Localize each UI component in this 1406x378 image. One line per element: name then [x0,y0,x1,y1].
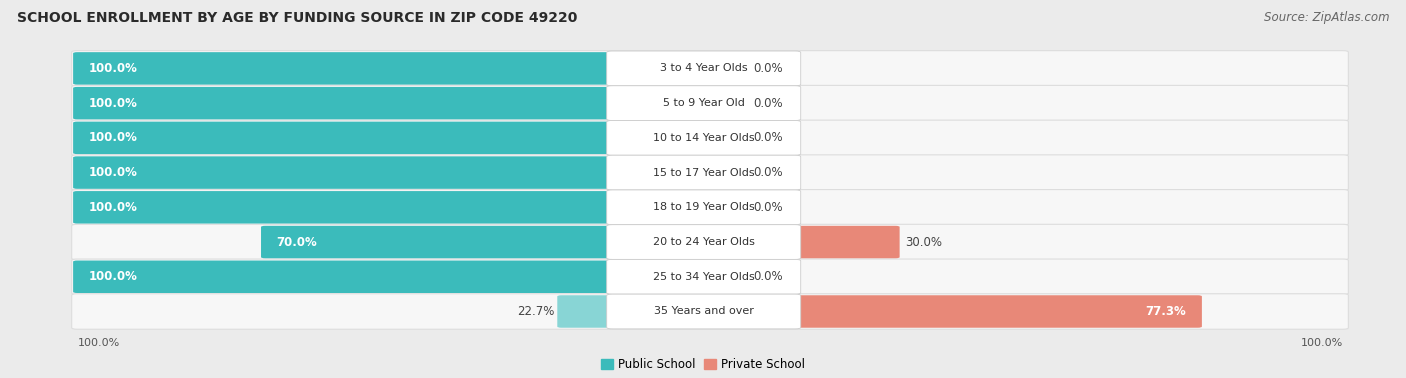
FancyBboxPatch shape [73,122,707,154]
Text: 100.0%: 100.0% [89,97,138,110]
FancyBboxPatch shape [699,122,748,154]
Text: 100.0%: 100.0% [89,270,138,283]
FancyBboxPatch shape [72,224,1348,260]
FancyBboxPatch shape [607,190,800,225]
Text: 0.0%: 0.0% [754,201,783,214]
Text: 100.0%: 100.0% [89,201,138,214]
FancyBboxPatch shape [607,225,800,259]
Text: 35 Years and over: 35 Years and over [654,307,754,316]
FancyBboxPatch shape [607,51,800,86]
Text: 100.0%: 100.0% [89,166,138,179]
Text: 0.0%: 0.0% [754,62,783,75]
FancyBboxPatch shape [699,260,748,293]
FancyBboxPatch shape [699,87,748,119]
FancyBboxPatch shape [262,226,707,258]
Text: 25 to 34 Year Olds: 25 to 34 Year Olds [652,272,755,282]
FancyBboxPatch shape [73,191,707,223]
Text: 100.0%: 100.0% [1301,338,1343,348]
Text: 0.0%: 0.0% [754,131,783,144]
FancyBboxPatch shape [72,190,1348,225]
FancyBboxPatch shape [72,51,1348,86]
Text: 0.0%: 0.0% [754,166,783,179]
Text: 0.0%: 0.0% [754,97,783,110]
Text: 30.0%: 30.0% [905,235,942,249]
FancyBboxPatch shape [73,52,707,85]
FancyBboxPatch shape [72,155,1348,191]
FancyBboxPatch shape [73,156,707,189]
FancyBboxPatch shape [699,295,1202,328]
Text: SCHOOL ENROLLMENT BY AGE BY FUNDING SOURCE IN ZIP CODE 49220: SCHOOL ENROLLMENT BY AGE BY FUNDING SOUR… [17,11,578,25]
Text: 5 to 9 Year Old: 5 to 9 Year Old [662,98,745,108]
FancyBboxPatch shape [73,260,707,293]
FancyBboxPatch shape [72,259,1348,294]
Text: 77.3%: 77.3% [1146,305,1187,318]
Text: 15 to 17 Year Olds: 15 to 17 Year Olds [652,167,755,178]
Text: 100.0%: 100.0% [89,131,138,144]
Text: 0.0%: 0.0% [754,270,783,283]
Text: 18 to 19 Year Olds: 18 to 19 Year Olds [652,202,755,212]
FancyBboxPatch shape [607,294,800,329]
Text: 3 to 4 Year Olds: 3 to 4 Year Olds [659,64,748,73]
Text: 22.7%: 22.7% [517,305,554,318]
FancyBboxPatch shape [699,191,748,223]
FancyBboxPatch shape [699,52,748,85]
FancyBboxPatch shape [607,155,800,190]
Text: Source: ZipAtlas.com: Source: ZipAtlas.com [1264,11,1389,24]
FancyBboxPatch shape [72,120,1348,156]
FancyBboxPatch shape [699,226,900,258]
FancyBboxPatch shape [607,121,800,155]
FancyBboxPatch shape [73,87,707,119]
Text: 20 to 24 Year Olds: 20 to 24 Year Olds [652,237,755,247]
Text: 70.0%: 70.0% [277,235,318,249]
Text: 10 to 14 Year Olds: 10 to 14 Year Olds [652,133,755,143]
Text: 100.0%: 100.0% [89,62,138,75]
FancyBboxPatch shape [557,295,707,328]
FancyBboxPatch shape [607,259,800,294]
FancyBboxPatch shape [607,86,800,121]
Legend: Public School, Private School: Public School, Private School [596,353,810,376]
FancyBboxPatch shape [72,294,1348,329]
FancyBboxPatch shape [72,85,1348,121]
Text: 100.0%: 100.0% [77,338,120,348]
FancyBboxPatch shape [699,156,748,189]
